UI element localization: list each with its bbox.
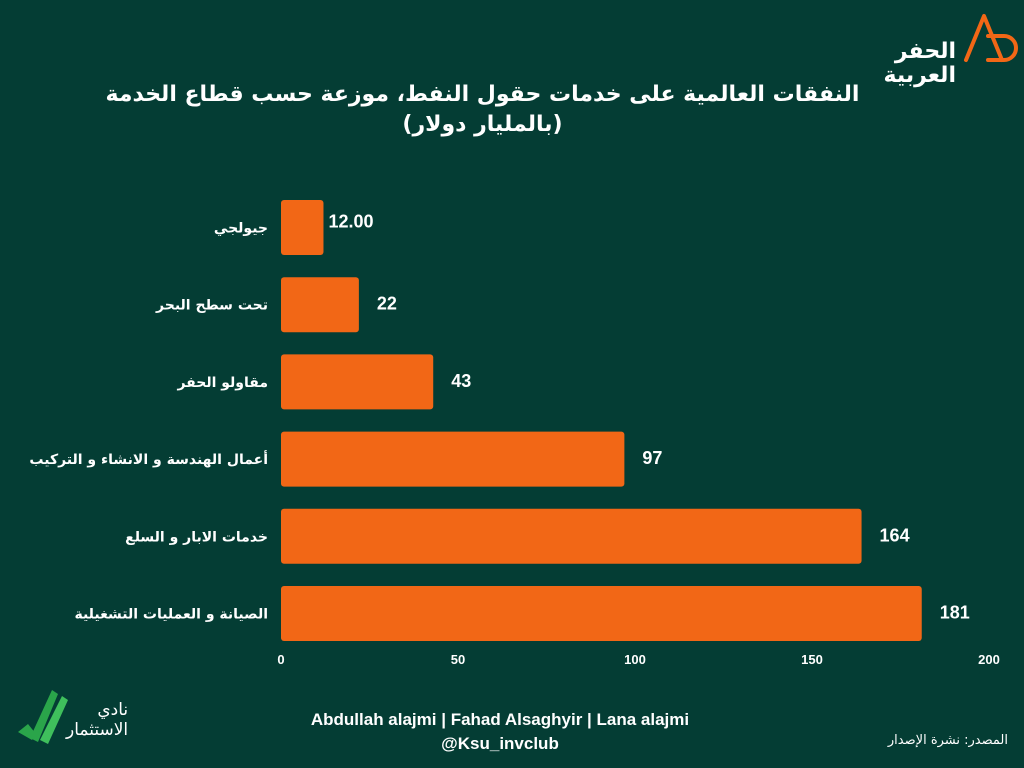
brand-logo: الحفر العربية: [868, 12, 1018, 92]
source-note: المصدر: نشرة الإصدار: [887, 733, 1008, 748]
bar-2: [281, 354, 434, 410]
value-label-2: 43: [451, 371, 471, 391]
value-label-0: 12.00: [328, 212, 373, 232]
brand-logo-line1: الحفر: [894, 39, 956, 64]
category-label-5: الصيانة و العمليات التشغيلية: [74, 607, 268, 623]
club-logo-line1: نادي: [97, 700, 129, 720]
club-logo-text: نادي الاستثمار: [66, 700, 128, 740]
club-logo-line2: الاستثمار: [66, 720, 129, 740]
chart-title-line2: (بالمليار دولار): [402, 112, 563, 137]
chart-title-line1: النفقات العالمية على خدمات حقول النفط، م…: [105, 82, 860, 107]
category-label-4: خدمات الابار و السلع: [125, 529, 268, 545]
x-tick-label-1: 50: [451, 652, 465, 667]
category-label-1: تحت سطح البحر: [155, 298, 268, 314]
value-label-4: 164: [880, 525, 910, 545]
authors-credit: Abdullah alajmi | Fahad Alsaghyir | Lana…: [260, 708, 740, 756]
x-tick-label-0: 0: [277, 652, 284, 667]
chart-title: النفقات العالمية على خدمات حقول النفط، م…: [60, 80, 905, 140]
category-label-2: مقاولو الحفر: [176, 375, 268, 391]
club-logo: نادي الاستثمار: [12, 680, 142, 760]
bar-5: [281, 586, 922, 641]
value-label-3: 97: [642, 448, 662, 468]
x-tick-label-2: 100: [624, 652, 646, 667]
authors-names: Abdullah alajmi | Fahad Alsaghyir | Lana…: [310, 710, 690, 729]
bar-4: [281, 508, 862, 564]
x-tick-label-4: 200: [978, 652, 1000, 667]
x-tick-label-3: 150: [801, 652, 823, 667]
value-label-5: 181: [940, 603, 970, 623]
brand-logo-icon: [964, 14, 1018, 62]
club-logo-icon: [18, 690, 68, 744]
category-label-0: جيولجي: [214, 221, 268, 237]
brand-logo-text: الحفر العربية: [884, 40, 957, 88]
bar-3: [281, 431, 625, 487]
brand-logo-line2: العربية: [883, 63, 957, 88]
bar-1: [281, 277, 359, 333]
bar-0: [281, 200, 324, 255]
category-label-3: أعمال الهندسة و الانشاء و التركيب: [29, 450, 268, 468]
value-label-1: 22: [377, 294, 397, 314]
authors-handle: @Ksu_invclub: [441, 734, 559, 753]
